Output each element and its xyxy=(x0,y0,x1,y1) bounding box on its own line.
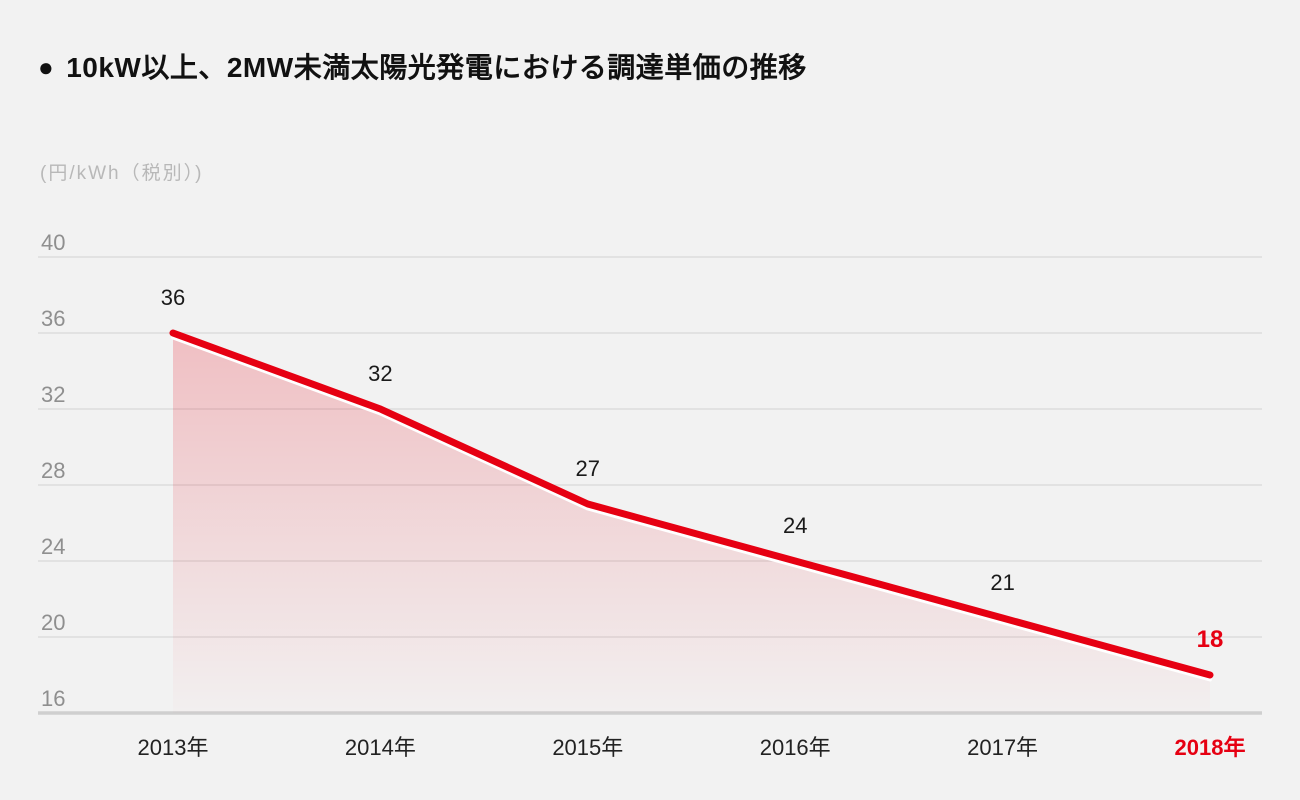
page-title: ● 10kW以上、2MW未満太陽光発電における調達単価の推移 xyxy=(38,46,807,86)
y-tick-label: 20 xyxy=(41,610,65,635)
x-tick-label: 2015年 xyxy=(552,735,623,760)
y-axis-unit-label: (円/kWh（税別）) xyxy=(40,163,204,184)
x-tick-label: 2013年 xyxy=(138,735,209,760)
price-line xyxy=(169,329,1214,679)
page-title-text: 10kW以上、2MW未満太陽光発電における調達単価の推移 xyxy=(66,52,807,83)
y-tick-label: 16 xyxy=(41,686,65,711)
bullet-icon: ● xyxy=(38,52,55,82)
x-tick-label: 2017年 xyxy=(967,735,1038,760)
y-tick-label: 32 xyxy=(41,382,65,407)
y-tick-label: 36 xyxy=(41,306,65,331)
value-label: 27 xyxy=(576,456,600,481)
line-underlay xyxy=(171,335,1212,682)
x-tick-label: 2016年 xyxy=(760,735,831,760)
y-tick-label: 28 xyxy=(41,458,65,483)
value-label: 24 xyxy=(783,513,807,538)
x-tick-label-highlight: 2018年 xyxy=(1175,735,1246,760)
y-tick-label: 40 xyxy=(41,230,65,255)
y-tick-label: 24 xyxy=(41,534,65,559)
value-label-highlight: 18 xyxy=(1197,626,1224,653)
value-label: 21 xyxy=(990,570,1014,595)
value-label: 32 xyxy=(368,361,392,386)
area-fill xyxy=(173,333,1210,713)
x-tick-label: 2014年 xyxy=(345,735,416,760)
value-label: 36 xyxy=(161,285,185,310)
